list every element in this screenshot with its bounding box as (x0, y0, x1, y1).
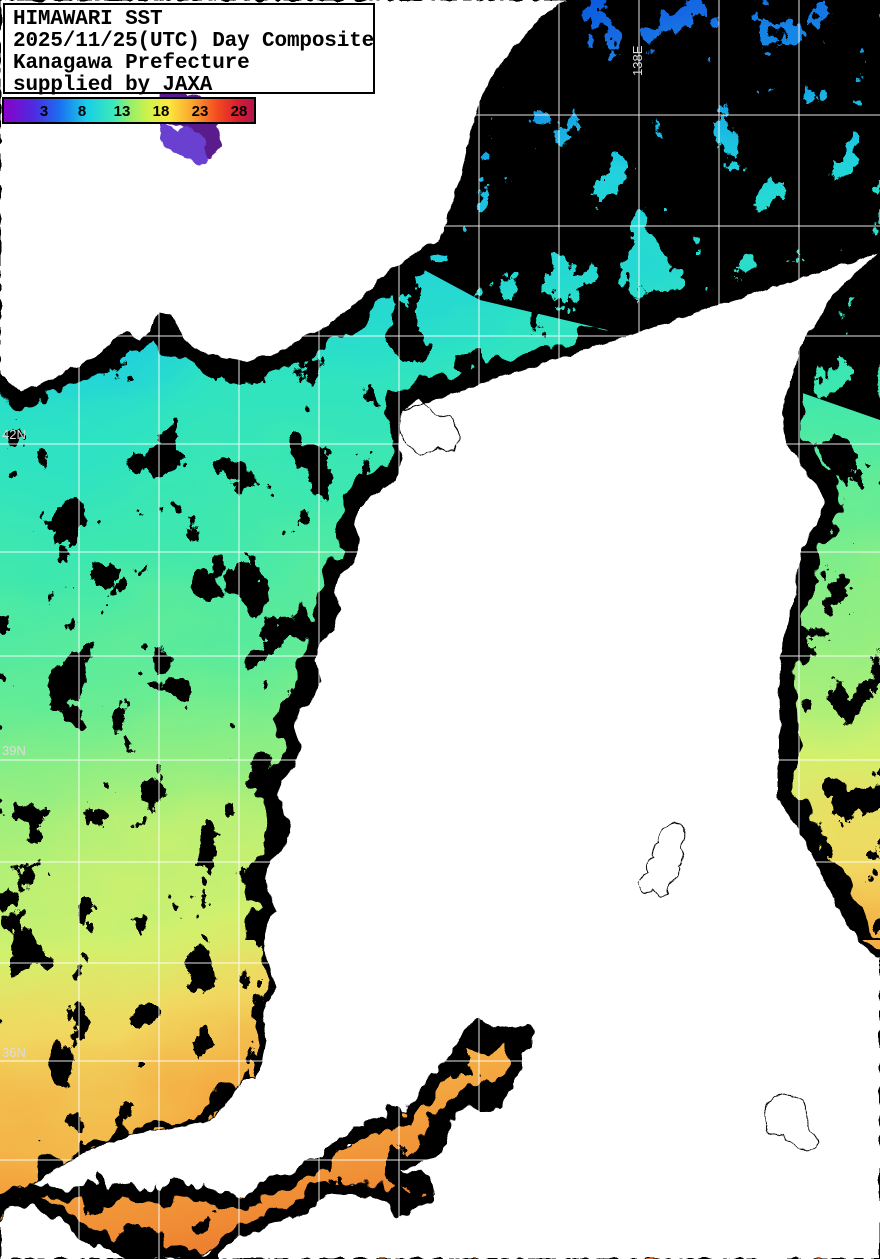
svg-text:28: 28 (231, 103, 248, 120)
svg-text:23: 23 (192, 103, 209, 120)
svg-text:3: 3 (40, 103, 48, 120)
svg-text:18: 18 (153, 103, 170, 120)
svg-text:36N: 36N (2, 1045, 26, 1060)
svg-text:13: 13 (114, 103, 131, 120)
svg-text:2025/11/25(UTC) Day Composite: 2025/11/25(UTC) Day Composite (13, 30, 374, 53)
svg-text:39N: 39N (2, 743, 26, 758)
svg-text:supplied by JAXA: supplied by JAXA (13, 74, 213, 97)
svg-text:Kanagawa Prefecture: Kanagawa Prefecture (13, 52, 250, 75)
svg-text:42N: 42N (2, 427, 26, 442)
svg-text:8: 8 (78, 103, 86, 120)
svg-text:HIMAWARI SST: HIMAWARI SST (13, 8, 162, 31)
svg-text:138E: 138E (630, 45, 645, 76)
